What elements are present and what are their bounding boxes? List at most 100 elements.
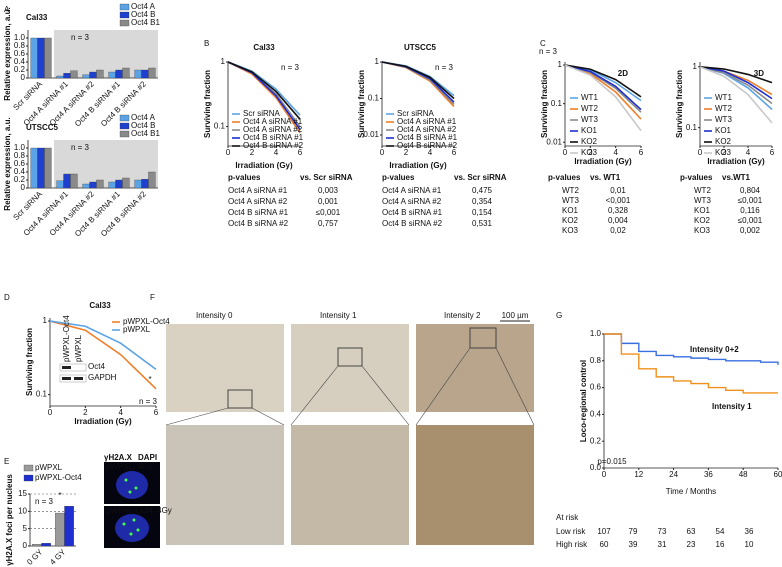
bar bbox=[70, 173, 78, 189]
bar bbox=[30, 37, 38, 79]
table-header: vs.WT1 bbox=[722, 173, 751, 182]
legend-swatch bbox=[23, 464, 34, 472]
y-tick-label: 0.6 bbox=[590, 383, 602, 392]
table-cell: 39 bbox=[629, 540, 638, 549]
x-tick-label: 4 bbox=[428, 148, 433, 157]
table-header: vs. Scr siRNA bbox=[454, 173, 507, 182]
bar bbox=[141, 179, 149, 189]
y-tick-label: 1.0 bbox=[14, 33, 26, 42]
x-axis-label: Time / Months bbox=[666, 487, 716, 496]
x-tick-label: 0 bbox=[226, 148, 231, 157]
legend-swatch bbox=[23, 474, 34, 482]
table-cell: ≤0,001 bbox=[316, 208, 341, 217]
legend-label: WT3 bbox=[715, 115, 732, 124]
table-cell: 54 bbox=[716, 527, 725, 536]
y-tick-label: 0 bbox=[21, 183, 26, 192]
bar bbox=[56, 180, 64, 189]
bar bbox=[63, 173, 71, 189]
legend-label: KO1 bbox=[715, 126, 732, 135]
table-header: At risk bbox=[556, 513, 579, 522]
x-tick-label: 36 bbox=[704, 470, 713, 479]
legend-label: KO3 bbox=[715, 148, 732, 157]
series-line bbox=[49, 320, 157, 390]
bar bbox=[64, 505, 74, 547]
x-tick-label: 2 bbox=[83, 408, 88, 417]
legend-label: Oct4 B bbox=[131, 121, 155, 130]
scale-bar-label: 100 µm bbox=[502, 311, 529, 320]
annotation: n = 3 bbox=[71, 33, 90, 42]
y-tick-label: 0.4 bbox=[14, 167, 26, 176]
y-axis-label: γH2A.X foci per nucleus bbox=[5, 474, 14, 566]
x-tick-label: 0 bbox=[48, 408, 53, 417]
y-tick-label: 0.01 bbox=[363, 130, 379, 139]
bar bbox=[44, 37, 52, 79]
x-tick-label: 48 bbox=[739, 470, 748, 479]
table-cell: Low risk bbox=[556, 527, 586, 536]
legend-label: pWPXL-Oct4 bbox=[35, 473, 82, 482]
legend-label: Oct4 B1 bbox=[131, 129, 160, 138]
series-line bbox=[699, 66, 773, 124]
table-cell: Oct4 B siRNA #2 bbox=[382, 219, 443, 228]
annotation: n = 3 bbox=[71, 143, 90, 152]
y-axis-label: Surviving fraction bbox=[25, 328, 34, 396]
legend-label: KO1 bbox=[581, 126, 598, 135]
x-tick-label: Oct4 A siRNA #1 bbox=[22, 189, 71, 238]
legend-label: pWPXL bbox=[123, 325, 151, 334]
chart-title: Cal33 bbox=[89, 301, 111, 310]
legend-label: Oct4 B bbox=[131, 10, 155, 19]
series-line bbox=[699, 66, 773, 84]
y-tick-label: 15 bbox=[18, 489, 27, 498]
blot-band-label: GAPDH bbox=[88, 373, 117, 382]
x-tick-label: 24 bbox=[669, 470, 678, 479]
legend-label: WT2 bbox=[715, 104, 732, 113]
y-tick-label: 0.8 bbox=[590, 356, 602, 365]
legend-label: KO2 bbox=[581, 137, 598, 146]
legend-swatch bbox=[119, 114, 130, 122]
legend-label: Oct4 A siRNA #2 bbox=[243, 125, 303, 134]
table-cell: 0,004 bbox=[608, 216, 629, 225]
table-cell: 0,002 bbox=[740, 226, 761, 235]
x-tick-label: 0 bbox=[380, 148, 385, 157]
x-tick-label: Oct4 A siRNA #2 bbox=[48, 189, 97, 238]
series-line bbox=[699, 66, 773, 100]
y-tick-label: 1 bbox=[693, 62, 698, 71]
table-cell: 16 bbox=[716, 540, 725, 549]
y-tick-label: 0.2 bbox=[590, 436, 602, 445]
legend-label: Scr siRNA bbox=[397, 109, 435, 118]
series-label: Intensity 0+2 bbox=[690, 345, 739, 354]
y-axis-label: Surviving fraction bbox=[675, 70, 684, 138]
x-tick-label: 4 bbox=[118, 408, 123, 417]
legend-swatch bbox=[119, 19, 130, 27]
table-cell: Oct4 B siRNA #1 bbox=[228, 208, 289, 217]
table-header: p-values bbox=[228, 173, 261, 182]
y-tick-label: 1 bbox=[221, 57, 226, 66]
chart-title: UTSCC5 bbox=[404, 43, 437, 52]
x-tick-label: 4 bbox=[746, 148, 751, 157]
table-cell: KO2 bbox=[694, 216, 711, 225]
x-tick-label: 2 bbox=[404, 148, 409, 157]
legend-label: pWPXL-Oct4 bbox=[123, 317, 170, 326]
y-tick-label: 0.1 bbox=[214, 122, 226, 131]
legend-label: KO2 bbox=[715, 137, 732, 146]
bar bbox=[122, 67, 130, 79]
table-cell: 0,475 bbox=[472, 186, 493, 195]
y-tick-label: 5 bbox=[23, 524, 28, 533]
legend-label: Oct4 A bbox=[131, 113, 156, 122]
chart-title: Cal33 bbox=[26, 13, 48, 22]
table-cell: ≤0,001 bbox=[738, 216, 763, 225]
table-cell: 0,02 bbox=[610, 226, 626, 235]
x-tick-label: 0 bbox=[698, 148, 703, 157]
image-label: Intensity 2 bbox=[444, 311, 481, 320]
table-cell: Oct4 B siRNA #1 bbox=[382, 208, 443, 217]
bar bbox=[82, 183, 90, 189]
y-axis-label: Surviving fraction bbox=[540, 70, 549, 138]
table-cell: WT2 bbox=[562, 186, 579, 195]
table-cell: 0,001 bbox=[318, 197, 339, 206]
chart-title: Cal33 bbox=[253, 43, 275, 52]
series-line bbox=[564, 64, 642, 98]
annotation: n = 3 bbox=[139, 397, 158, 406]
bar bbox=[134, 179, 142, 189]
table-cell: KO1 bbox=[694, 206, 711, 215]
legend-label: Oct4 B siRNA #2 bbox=[397, 141, 458, 150]
y-tick-label: 0 bbox=[21, 73, 26, 82]
